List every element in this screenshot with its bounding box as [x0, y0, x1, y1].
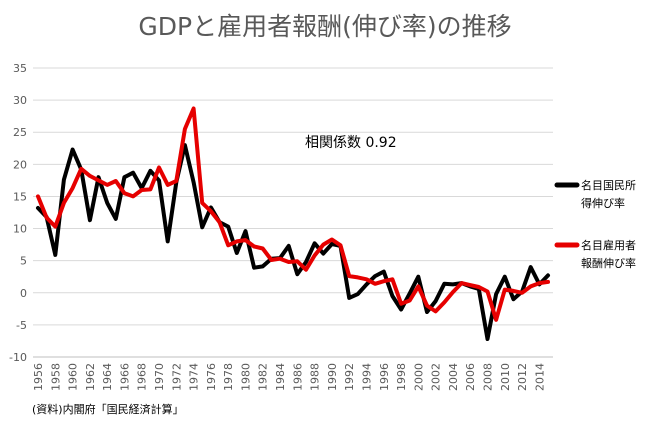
- y-tick-label: 30: [13, 94, 27, 107]
- x-tick-label: 1980: [239, 363, 252, 391]
- x-tick-label: 1976: [205, 363, 218, 391]
- x-tick-label: 1964: [101, 363, 114, 391]
- y-tick-label: 5: [20, 255, 27, 268]
- y-tick-label: 0: [20, 287, 27, 300]
- x-tick-label: 1966: [118, 363, 131, 391]
- chart-title: GDPと雇用者報酬(伸び率)の推移: [138, 12, 511, 41]
- x-tick-label: 2002: [430, 363, 443, 391]
- correlation-annotation: 相関係数 0.92: [305, 135, 397, 151]
- y-tick-label: 15: [13, 190, 27, 203]
- x-tick-label: 2006: [464, 363, 477, 391]
- x-tick-label: 1990: [326, 363, 339, 391]
- legend-label: 得伸び率: [581, 196, 625, 210]
- x-tick-label: 1984: [274, 363, 287, 391]
- y-tick-label: 10: [13, 223, 27, 236]
- x-tick-label: 1960: [67, 363, 80, 391]
- legend-label: 名目雇用者: [581, 238, 636, 252]
- x-tick-label: 1958: [49, 363, 62, 391]
- series-line-0: [36, 143, 550, 341]
- x-tick-label: 1996: [378, 363, 391, 391]
- x-tick-label: 2008: [481, 363, 494, 391]
- x-tick-label: 1974: [188, 363, 201, 391]
- series-line-1: [36, 106, 550, 322]
- x-tick-label: 2010: [499, 363, 512, 391]
- legend-label: 名目国民所: [581, 178, 636, 192]
- x-tick-label: 1992: [343, 363, 356, 391]
- y-tick-label: -5: [16, 319, 27, 332]
- x-tick-label: 1956: [32, 363, 45, 391]
- x-tick-label: 1978: [222, 363, 235, 391]
- x-tick-label: 1998: [395, 363, 408, 391]
- source-note: (資料)内閣府「国民経済計算」: [32, 402, 184, 416]
- x-tick-label: 2000: [412, 363, 425, 391]
- y-tick-label: 20: [13, 158, 27, 171]
- x-tick-label: 1970: [153, 363, 166, 391]
- x-tick-label: 1962: [84, 363, 97, 391]
- x-tick-label: 1986: [291, 363, 304, 391]
- x-tick-label: 1968: [136, 363, 149, 391]
- x-tick-label: 1982: [257, 363, 270, 391]
- x-tick-label: 1988: [309, 363, 322, 391]
- x-tick-label: 2012: [516, 363, 529, 391]
- y-tick-label: -10: [9, 351, 27, 364]
- y-tick-label: 25: [13, 126, 27, 139]
- x-axis: 1956 1958 1960 1962 1964 1966 1968 1970 1972 1974…: [32, 356, 553, 391]
- legend-label: 報酬伸び率: [581, 256, 636, 270]
- x-tick-label: 2014: [533, 363, 546, 391]
- series-lines: [36, 106, 550, 341]
- y-tick-label: 35: [13, 62, 27, 75]
- x-tick-label: 2004: [447, 363, 460, 391]
- y-axis: 35 30 25 20 15 10 5 0 -5 -10: [9, 62, 27, 364]
- x-tick-label: 1972: [170, 363, 183, 391]
- x-tick-label: 1994: [360, 363, 373, 391]
